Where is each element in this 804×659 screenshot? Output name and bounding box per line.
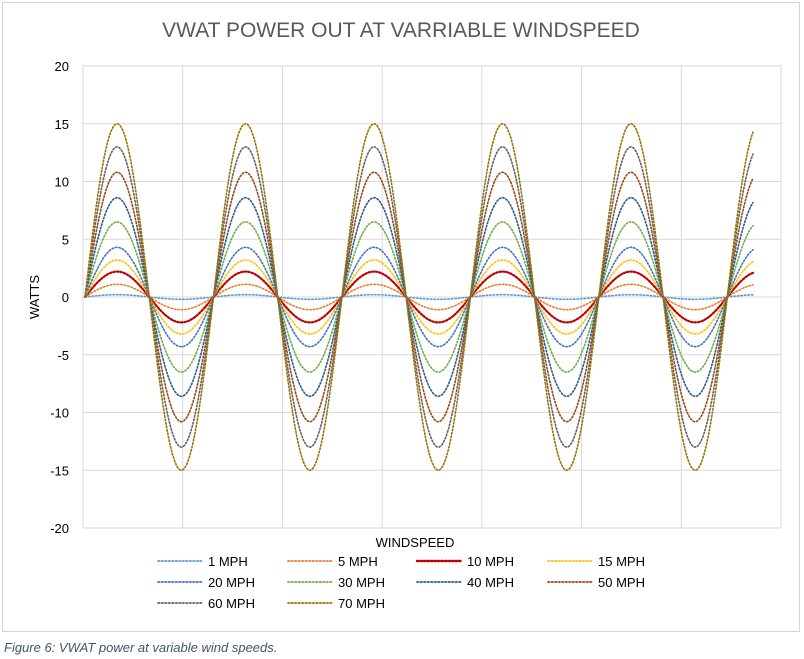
- series-line-30-mph: [84, 221, 754, 373]
- legend-item: 10 MPH: [415, 554, 514, 569]
- series-layer: [83, 122, 755, 472]
- y-tick-label: 10: [55, 175, 69, 190]
- series-line-15-mph: [84, 259, 754, 335]
- legend-label: 30 MPH: [338, 575, 385, 590]
- chart-frame: VWAT POWER OUT AT VARRIABLE WINDSPEED 20…: [2, 2, 800, 632]
- y-tick-label: -20: [50, 521, 69, 536]
- y-tick-label: -10: [50, 406, 69, 421]
- y-tick-label: 5: [62, 232, 69, 247]
- series-line-5-mph: [84, 283, 754, 311]
- series-line-10-mph: [83, 270, 755, 324]
- legend-label: 20 MPH: [208, 575, 255, 590]
- series-line-40-mph: [84, 196, 754, 398]
- series-line-20-mph: [84, 246, 754, 348]
- y-tick-label: -15: [50, 463, 69, 478]
- series-line-1-mph: [84, 293, 754, 301]
- chart-svg: VWAT POWER OUT AT VARRIABLE WINDSPEED 20…: [27, 19, 782, 611]
- legend-label: 70 MPH: [338, 596, 385, 611]
- legend-item: 20 MPH: [157, 575, 255, 590]
- legend-item: 70 MPH: [287, 596, 385, 611]
- legend-label: 15 MPH: [598, 554, 645, 569]
- x-axis-title: WINDSPEED: [376, 535, 455, 550]
- legend-item: 30 MPH: [287, 575, 385, 590]
- series-line-70-mph: [84, 122, 754, 472]
- chart-title: VWAT POWER OUT AT VARRIABLE WINDSPEED: [162, 19, 640, 42]
- legend-label: 10 MPH: [467, 554, 514, 569]
- legend-item: 40 MPH: [416, 575, 514, 590]
- figure-caption: Figure 6: VWAT power at variable wind sp…: [4, 640, 278, 655]
- series-line-50-mph: [84, 171, 754, 423]
- legend-item: 1 MPH: [157, 554, 248, 569]
- y-tick-label: 20: [55, 59, 69, 74]
- legend-label: 50 MPH: [598, 575, 645, 590]
- series-line-60-mph: [84, 146, 754, 448]
- legend-item: 15 MPH: [547, 554, 645, 569]
- y-tick-labels: 20 15 10 5 0 -5 -10 -15 -20: [50, 59, 69, 536]
- legend-label: 60 MPH: [208, 596, 255, 611]
- legend-item: 50 MPH: [547, 575, 645, 590]
- legend-label: 1 MPH: [208, 554, 248, 569]
- grid-layer: [82, 65, 782, 529]
- legend-label: 40 MPH: [467, 575, 514, 590]
- legend-item: 5 MPH: [287, 554, 378, 569]
- legend-item: 60 MPH: [157, 596, 255, 611]
- y-tick-label: -5: [57, 348, 69, 363]
- legend-label: 5 MPH: [338, 554, 378, 569]
- y-tick-label: 0: [62, 290, 69, 305]
- y-axis-title: WATTS: [27, 275, 42, 319]
- legend: 1 MPH 5 MPH 10 MPH 15 MPH 20 MPH 30 MPH 40 MPH…: [157, 554, 645, 611]
- y-tick-label: 15: [55, 117, 69, 132]
